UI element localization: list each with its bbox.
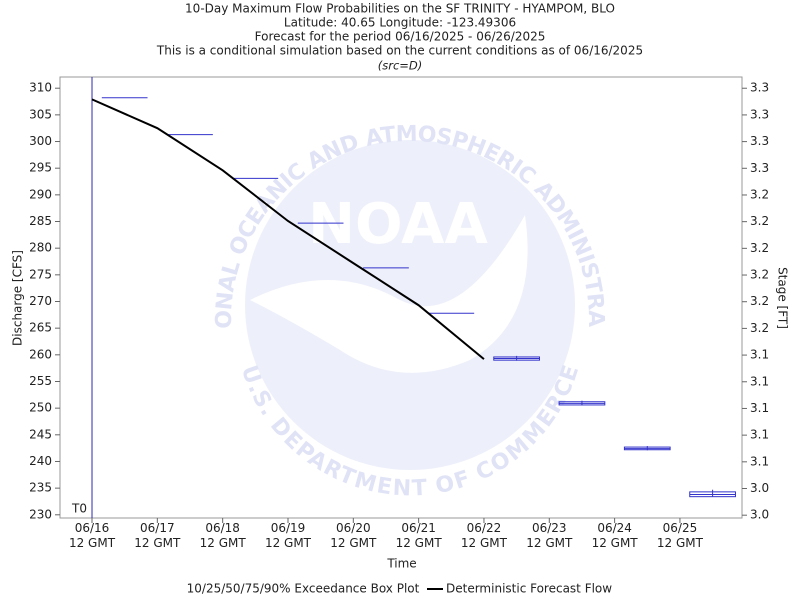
x-tick-label-line: 12 GMT (657, 536, 704, 550)
y-tick-label: 230 (29, 507, 52, 521)
t0-label: T0 (71, 502, 87, 516)
x-tick-label-line: 06/21 (401, 521, 436, 535)
y2-tick-label: 3.2 (750, 214, 769, 228)
y2-tick-label: 3.3 (750, 107, 769, 121)
y2-tick-label: 3.2 (750, 268, 769, 282)
y2-tick-label: 3.3 (750, 161, 769, 175)
y-tick-label: 270 (29, 294, 52, 308)
y-tick-label: 245 (29, 427, 52, 441)
y2-tick-label: 3.2 (750, 321, 769, 335)
y2-tick-label: 3.1 (750, 401, 769, 415)
y-tick-label: 265 (29, 321, 52, 335)
legend-line-label: Deterministic Forecast Flow (446, 582, 612, 596)
x-tick-label-line: 12 GMT (330, 536, 377, 550)
x-tick-label-line: 12 GMT (134, 536, 181, 550)
y2-tick-label: 3.0 (750, 481, 769, 495)
watermark: NOAA NATIONAL OCEANIC AND ATMOSPHERIC AD… (0, 0, 608, 502)
y2-tick-label: 3.3 (750, 134, 769, 148)
x-tick-label: 06/21 12 GMT (396, 521, 443, 550)
x-tick-label: 06/18 12 GMT (200, 521, 247, 550)
y-tick-label: 260 (29, 347, 52, 361)
y2-tick-label: 3.0 (750, 508, 769, 522)
x-tick-label: 06/19 12 GMT (265, 521, 312, 550)
forecast-line (91, 98, 485, 360)
x-tick-label-line: 06/17 (140, 521, 175, 535)
x-tick-label: 06/23 12 GMT (526, 521, 573, 550)
x-tick-label-line: 06/20 (336, 521, 371, 535)
y2-tick-label: 3.1 (750, 374, 769, 388)
x-tick-label-line: 06/22 (467, 521, 502, 535)
y2-tick-label: 3.1 (750, 428, 769, 442)
x-tick-label-line: 06/23 (532, 521, 567, 535)
title-line: This is a conditional simulation based o… (156, 44, 643, 58)
watermark-logo: NOAA (308, 192, 488, 257)
x-tick-label: 06/16 12 GMT (69, 521, 116, 550)
y2-tick-label: 3.2 (750, 187, 769, 201)
y2-tick-label: 3.2 (750, 241, 769, 255)
y2-tick-label: 3.2 (750, 294, 769, 308)
x-tick-label: 06/25 12 GMT (657, 521, 704, 550)
x-tick-label-line: 12 GMT (200, 536, 247, 550)
y2-tick-label: 3.3 (750, 81, 769, 95)
y-tick-label: 275 (29, 267, 52, 281)
y-axis-label: Discharge [CFS] (11, 250, 25, 346)
y2-axis-label: Stage [FT] (776, 267, 790, 329)
title-line: 10-Day Maximum Flow Probabilities on the… (185, 2, 615, 16)
y-tick-label: 295 (29, 161, 52, 175)
x-tick-label-line: 12 GMT (69, 536, 116, 550)
subtitle: (src=D) (378, 59, 423, 73)
y-tick-label: 310 (29, 81, 52, 95)
x-tick-label: 06/24 12 GMT (592, 521, 639, 550)
y-tick-label: 250 (29, 401, 52, 415)
x-axis-label: Time (386, 557, 416, 571)
x-tick-label-line: 12 GMT (265, 536, 312, 550)
x-tick-label: 06/22 12 GMT (461, 521, 508, 550)
y2-tick-label: 3.1 (750, 348, 769, 362)
x-tick-label-line: 06/19 (271, 521, 306, 535)
y-tick-label: 235 (29, 481, 52, 495)
x-tick-label-line: 12 GMT (396, 536, 443, 550)
x-tick-label: 06/17 12 GMT (134, 521, 181, 550)
x-tick-label-line: 12 GMT (592, 536, 639, 550)
x-tick-label: 06/20 12 GMT (330, 521, 377, 550)
x-tick-label-line: 06/16 (75, 521, 110, 535)
x-tick-label-line: 12 GMT (461, 536, 508, 550)
y-tick-label: 285 (29, 214, 52, 228)
x-tick-label-line: 06/18 (205, 521, 240, 535)
watermark-gull (250, 215, 528, 373)
y-tick-label: 240 (29, 454, 52, 468)
x-tick-label-line: 06/25 (663, 521, 698, 535)
y2-tick-label: 3.1 (750, 454, 769, 468)
y-tick-label: 305 (29, 107, 52, 121)
x-tick-label-line: 12 GMT (526, 536, 573, 550)
y-tick-label: 255 (29, 374, 52, 388)
legend-box-label: 10/25/50/75/90% Exceedance Box Plot (187, 582, 420, 596)
y-tick-label: 280 (29, 241, 52, 255)
plot-frame (59, 76, 743, 519)
y-tick-label: 300 (29, 134, 52, 148)
x-tick-label-line: 06/24 (597, 521, 632, 535)
title-line: Forecast for the period 06/16/2025 - 06/… (255, 30, 546, 44)
title-line: Latitude: 40.65 Longitude: -123.49306 (284, 16, 516, 30)
y-tick-label: 290 (29, 187, 52, 201)
